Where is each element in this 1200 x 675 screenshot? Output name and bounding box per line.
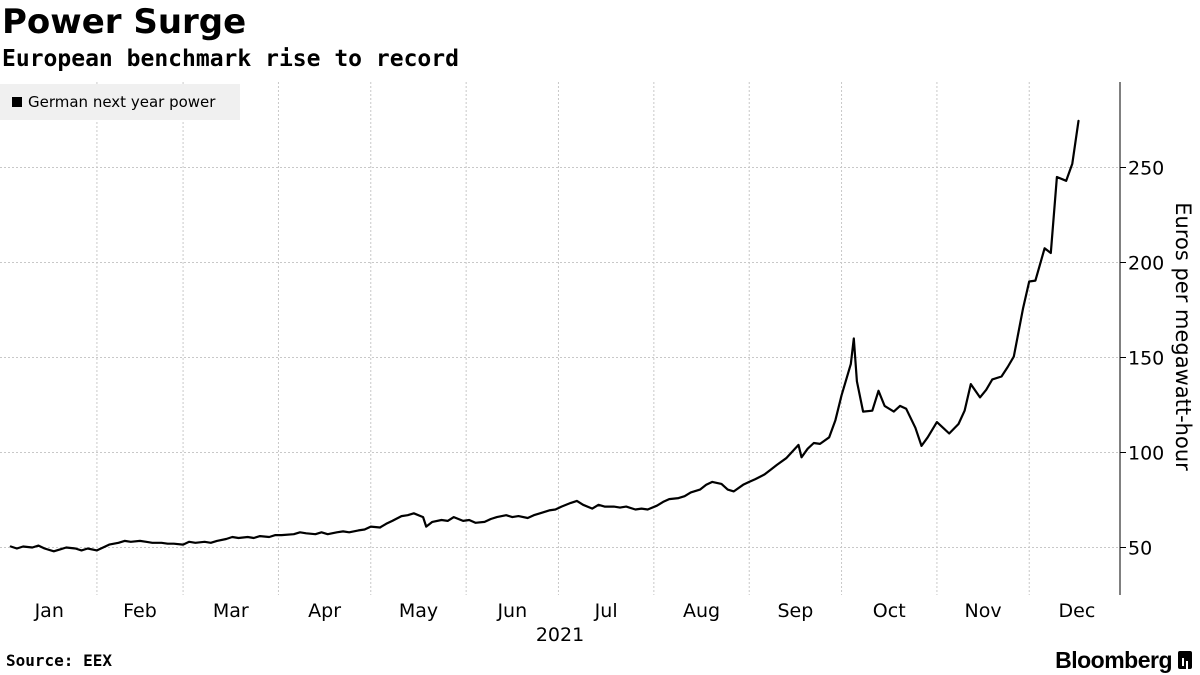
- x-tick-label: Sep: [777, 600, 813, 622]
- source-note: Source: EEX: [6, 651, 112, 670]
- y-tick-label: 150: [1128, 348, 1164, 370]
- y-tick-label: 100: [1128, 443, 1164, 465]
- series-line: [9, 119, 1080, 553]
- x-tick-label: Jan: [34, 600, 64, 622]
- y-tick-label: 250: [1128, 158, 1164, 180]
- x-tick-label: Nov: [965, 600, 1002, 622]
- x-tick-label: Jul: [594, 600, 618, 622]
- chart-subtitle: European benchmark rise to record: [2, 46, 459, 72]
- x-tick-label: Dec: [1059, 600, 1096, 622]
- legend-label: German next year power: [28, 93, 216, 111]
- x-tick-label: Oct: [873, 600, 906, 622]
- chart-title: Power Surge: [2, 2, 247, 42]
- x-tick-label: Feb: [123, 600, 157, 622]
- legend-swatch: [12, 97, 22, 107]
- brand-logo: Bloomberg: [1055, 647, 1172, 673]
- y-axis-title: Euros per megawatt-hour: [1171, 202, 1195, 471]
- y-tick-label: 50: [1128, 538, 1152, 560]
- brand: Bloomberg: [1055, 647, 1192, 673]
- x-tick-label: Jun: [496, 600, 527, 622]
- x-axis-label: 2021: [536, 624, 584, 646]
- x-tick-label: Mar: [213, 600, 249, 622]
- y-tick-label: 200: [1128, 253, 1164, 275]
- bloomberg-icon: [1178, 651, 1192, 669]
- x-tick-label: May: [399, 600, 438, 622]
- x-tick-label: Aug: [683, 600, 720, 622]
- legend: German next year power: [0, 84, 240, 120]
- x-tick-label: Apr: [308, 600, 341, 622]
